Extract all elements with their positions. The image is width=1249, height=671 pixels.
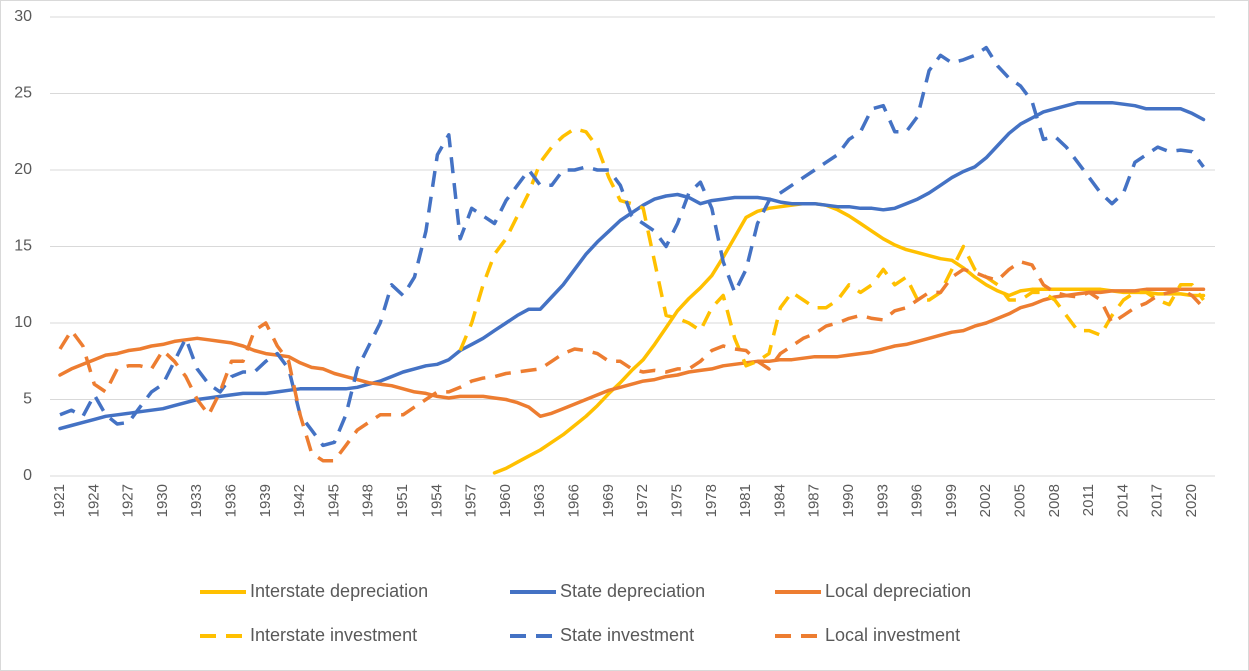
x-tick-label: 1999 [943, 484, 960, 517]
y-tick-label: 0 [23, 467, 32, 484]
x-tick-label: 1978 [703, 484, 720, 517]
x-tick-label: 1960 [497, 484, 514, 517]
x-tick-label: 1924 [85, 484, 102, 517]
y-tick-label: 30 [14, 8, 32, 25]
legend-label: Interstate investment [250, 625, 417, 645]
x-tick-label: 2008 [1046, 484, 1063, 517]
y-tick-label: 5 [23, 391, 32, 408]
series-line [458, 126, 1205, 368]
x-tick-label: 1939 [257, 484, 274, 517]
y-tick-label: 20 [14, 161, 32, 178]
x-tick-label: 2017 [1149, 484, 1166, 517]
x-tick-label: 2014 [1114, 484, 1131, 517]
x-tick-label: 1945 [325, 484, 342, 517]
x-tick-label: 1990 [840, 484, 857, 517]
x-tick-label: 2002 [977, 484, 994, 517]
x-tick-label: 1996 [909, 484, 926, 517]
x-tick-label: 1927 [120, 484, 137, 517]
x-tick-label: 1972 [634, 484, 651, 517]
x-tick-label: 1933 [188, 484, 205, 517]
y-tick-label: 25 [14, 85, 32, 102]
x-tick-label: 1957 [463, 484, 480, 517]
x-tick-label: 1954 [428, 484, 445, 517]
x-tick-label: 1963 [531, 484, 548, 517]
x-tick-label: 2020 [1183, 484, 1200, 517]
y-tick-label: 10 [14, 314, 32, 331]
series-line [58, 287, 1206, 419]
x-tick-label: 1987 [806, 484, 823, 517]
x-tick-label: 1921 [51, 484, 68, 517]
x-tick-label: 1969 [600, 484, 617, 517]
x-tick-label: 1975 [668, 484, 685, 517]
x-tick-label: 1981 [737, 484, 754, 517]
x-tick-label: 1993 [874, 484, 891, 517]
series-line [59, 45, 1205, 448]
x-tick-label: 1951 [394, 484, 411, 517]
legend-label: Local investment [825, 625, 960, 645]
x-tick-label: 1984 [771, 484, 788, 517]
legend-label: Local depreciation [825, 581, 971, 601]
legend-label: State depreciation [560, 581, 705, 601]
x-tick-label: 1936 [222, 484, 239, 517]
legend-label: Interstate depreciation [250, 581, 428, 601]
x-tick-label: 1942 [291, 484, 308, 517]
x-tick-label: 2011 [1080, 484, 1097, 516]
series-line [58, 260, 1205, 463]
x-tick-label: 2005 [1012, 484, 1029, 517]
y-tick-label: 15 [14, 238, 32, 255]
legend-label: State investment [560, 625, 694, 645]
x-tick-label: 1930 [154, 484, 171, 517]
x-tick-label: 1948 [360, 484, 377, 517]
x-tick-label: 1966 [566, 484, 583, 517]
